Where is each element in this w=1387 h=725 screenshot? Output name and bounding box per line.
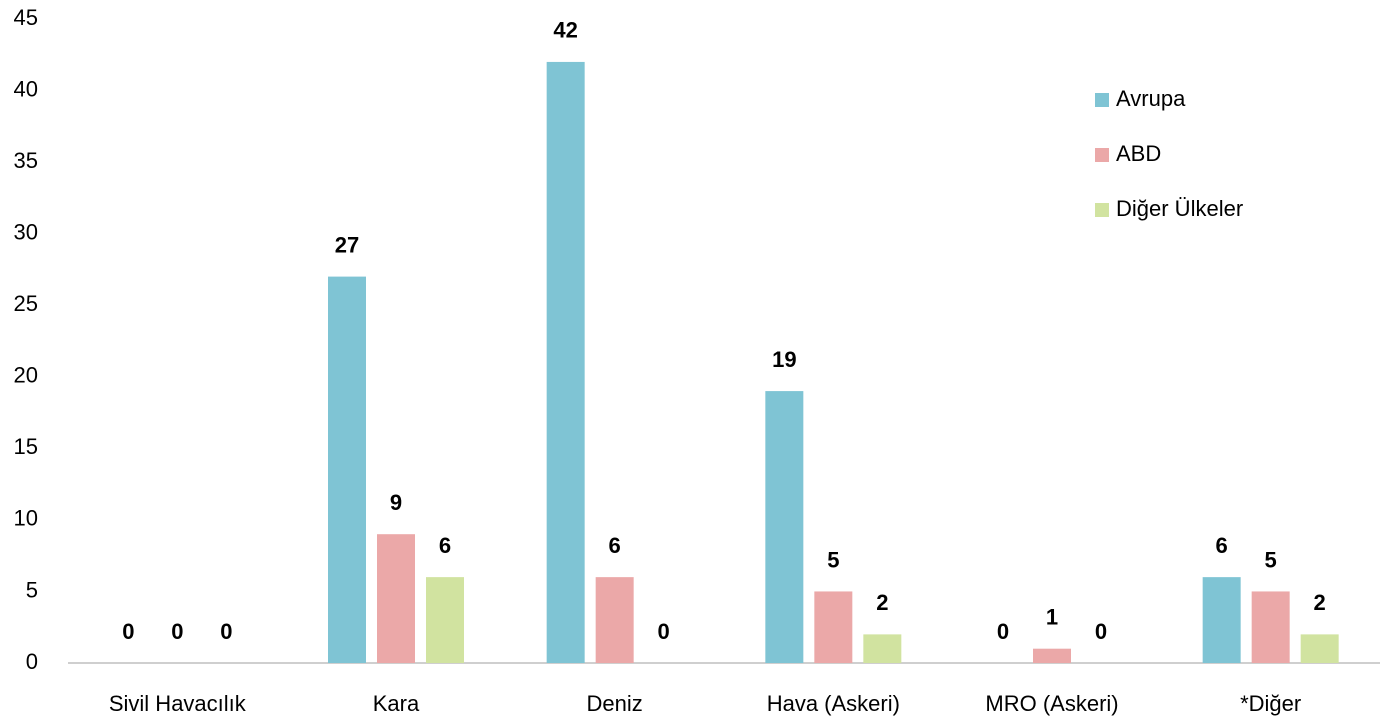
data-label: 9	[390, 490, 402, 515]
y-tick-label: 30	[14, 219, 38, 244]
bar	[765, 391, 804, 663]
bar	[1033, 648, 1071, 663]
data-label: 42	[553, 18, 577, 43]
legend-swatch	[1095, 148, 1109, 162]
legend-label: Diğer Ülkeler	[1116, 196, 1243, 221]
y-tick-label: 0	[26, 649, 38, 674]
y-tick-label: 15	[14, 434, 38, 459]
bar	[1251, 591, 1290, 663]
y-tick-label: 5	[26, 577, 38, 602]
data-label: 27	[335, 232, 359, 257]
bar	[546, 61, 585, 663]
bar	[426, 577, 464, 663]
x-tick-label: Kara	[373, 691, 420, 716]
x-tick-label: MRO (Askeri)	[985, 691, 1118, 716]
data-label: 0	[1095, 619, 1107, 644]
data-label: 0	[220, 619, 232, 644]
data-label: 2	[876, 590, 888, 615]
y-tick-label: 25	[14, 291, 38, 316]
legend-swatch	[1095, 93, 1109, 107]
y-tick-label: 35	[14, 148, 38, 173]
x-tick-label: Sivil Havacılık	[109, 691, 247, 716]
data-label: 2	[1314, 590, 1326, 615]
x-tick-label: Deniz	[587, 691, 643, 716]
y-tick-label: 10	[14, 506, 38, 531]
y-tick-label: 40	[14, 76, 38, 101]
x-tick-label: Hava (Askeri)	[767, 691, 900, 716]
bar	[595, 577, 634, 663]
bar	[377, 534, 415, 663]
data-label: 0	[997, 619, 1009, 644]
data-label: 6	[609, 533, 621, 558]
data-label: 5	[827, 547, 839, 572]
y-tick-label: 45	[14, 5, 38, 30]
data-label: 1	[1046, 605, 1058, 630]
bar	[1300, 634, 1339, 663]
y-tick-label: 20	[14, 363, 38, 388]
bar	[814, 591, 853, 663]
data-label: 0	[171, 619, 183, 644]
bar	[1202, 577, 1241, 663]
data-label: 0	[658, 619, 670, 644]
data-label: 19	[772, 347, 796, 372]
legend-label: Avrupa	[1116, 86, 1186, 111]
bar	[328, 276, 366, 663]
data-label: 5	[1265, 547, 1277, 572]
bar	[863, 634, 902, 663]
legend-swatch	[1095, 203, 1109, 217]
data-label: 6	[1216, 533, 1228, 558]
x-tick-label: *Diğer	[1240, 691, 1301, 716]
data-label: 0	[122, 619, 134, 644]
legend-label: ABD	[1116, 141, 1161, 166]
data-label: 6	[439, 533, 451, 558]
